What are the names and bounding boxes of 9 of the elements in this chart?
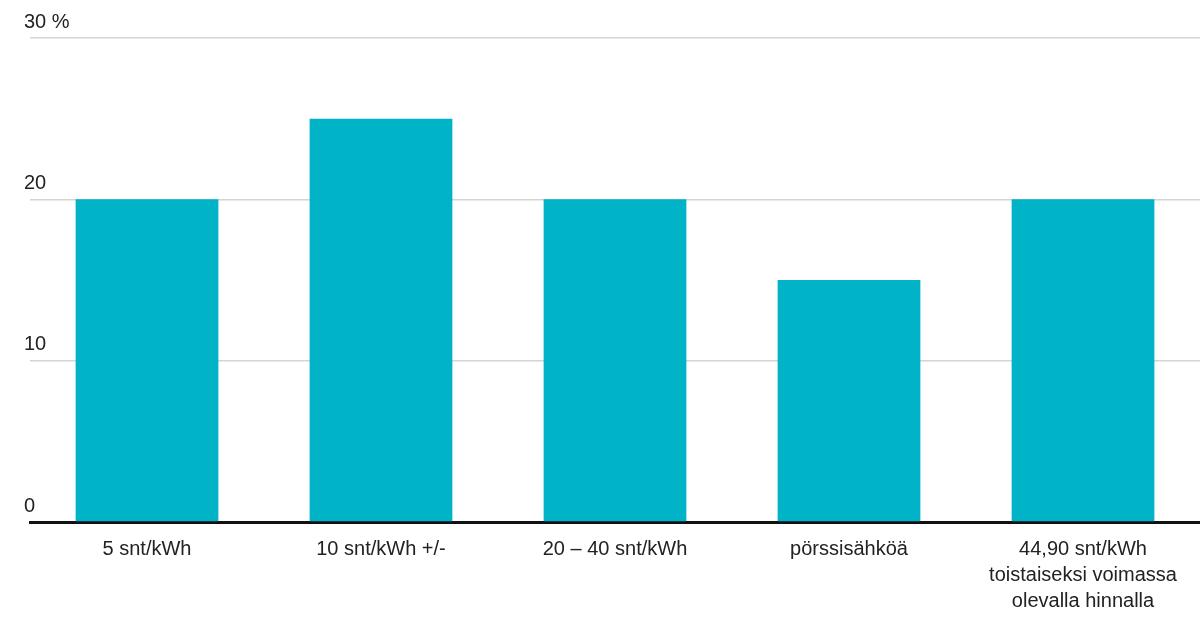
x-tick-label: pörssisähköä — [790, 536, 909, 559]
x-tick-label: 20 – 40 snt/kWh — [542, 536, 688, 559]
y-tick-label: 20 — [24, 170, 47, 193]
y-tick-label: 0 — [24, 493, 36, 516]
x-tick-label: 44,90 snt/kWh toistaiseksi voimassa olevalla hinnalla — [989, 536, 1178, 611]
y-tick-label: 10 — [24, 332, 47, 355]
y-tick-label: 30 % — [24, 9, 70, 32]
x-tick-label: 10 snt/kWh +/- — [316, 536, 446, 559]
x-tick-label: 5 snt/kWh — [102, 536, 192, 559]
